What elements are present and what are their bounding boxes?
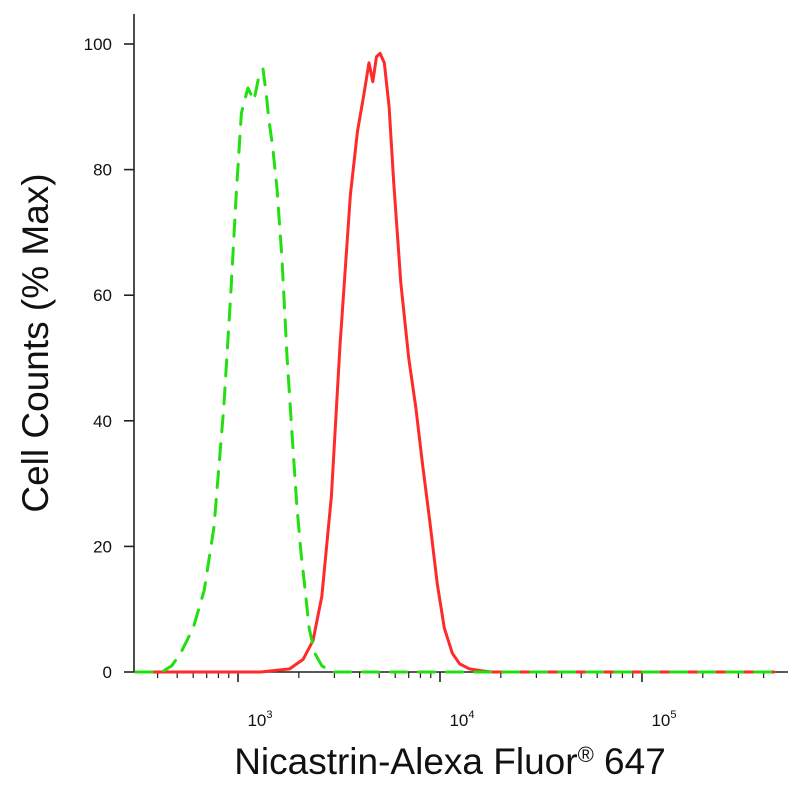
y-tick-label: 100 bbox=[84, 35, 112, 54]
y-tick-label: 40 bbox=[93, 412, 112, 431]
y-tick-label: 80 bbox=[93, 161, 112, 180]
x-axis-title-main: Nicastrin-Alexa Fluor bbox=[234, 741, 577, 782]
x-tick-base: 10 bbox=[651, 711, 670, 730]
y-tick-label: 60 bbox=[93, 286, 112, 305]
x-axis-title: Nicastrin-Alexa Fluor® 647 bbox=[234, 741, 666, 782]
y-axis-title: Cell Counts (% Max) bbox=[15, 173, 56, 512]
x-tick-label: 105 bbox=[651, 709, 676, 730]
x-tick-base: 10 bbox=[449, 711, 468, 730]
x-axis-title-suffix: 647 bbox=[594, 741, 666, 782]
x-axis-title-mark: ® bbox=[578, 742, 594, 767]
plot-frame bbox=[133, 14, 788, 673]
histogram-series bbox=[134, 51, 776, 674]
x-tick-label: 103 bbox=[247, 709, 272, 730]
x-tick-exponent: 4 bbox=[468, 709, 474, 721]
control-histogram-line bbox=[134, 67, 776, 674]
y-tick-label: 20 bbox=[93, 537, 112, 556]
x-tick-exponent: 5 bbox=[670, 709, 676, 721]
x-axis-ticks: 103 104 105 bbox=[157, 672, 765, 730]
y-tick-label: 0 bbox=[103, 663, 112, 682]
x-tick-exponent: 3 bbox=[266, 709, 272, 721]
x-tick-label: 104 bbox=[449, 709, 474, 730]
y-axis-ticks: 0 20 40 60 80 100 bbox=[84, 35, 134, 682]
x-tick-base: 10 bbox=[247, 711, 266, 730]
sample-histogram-line bbox=[134, 51, 776, 674]
